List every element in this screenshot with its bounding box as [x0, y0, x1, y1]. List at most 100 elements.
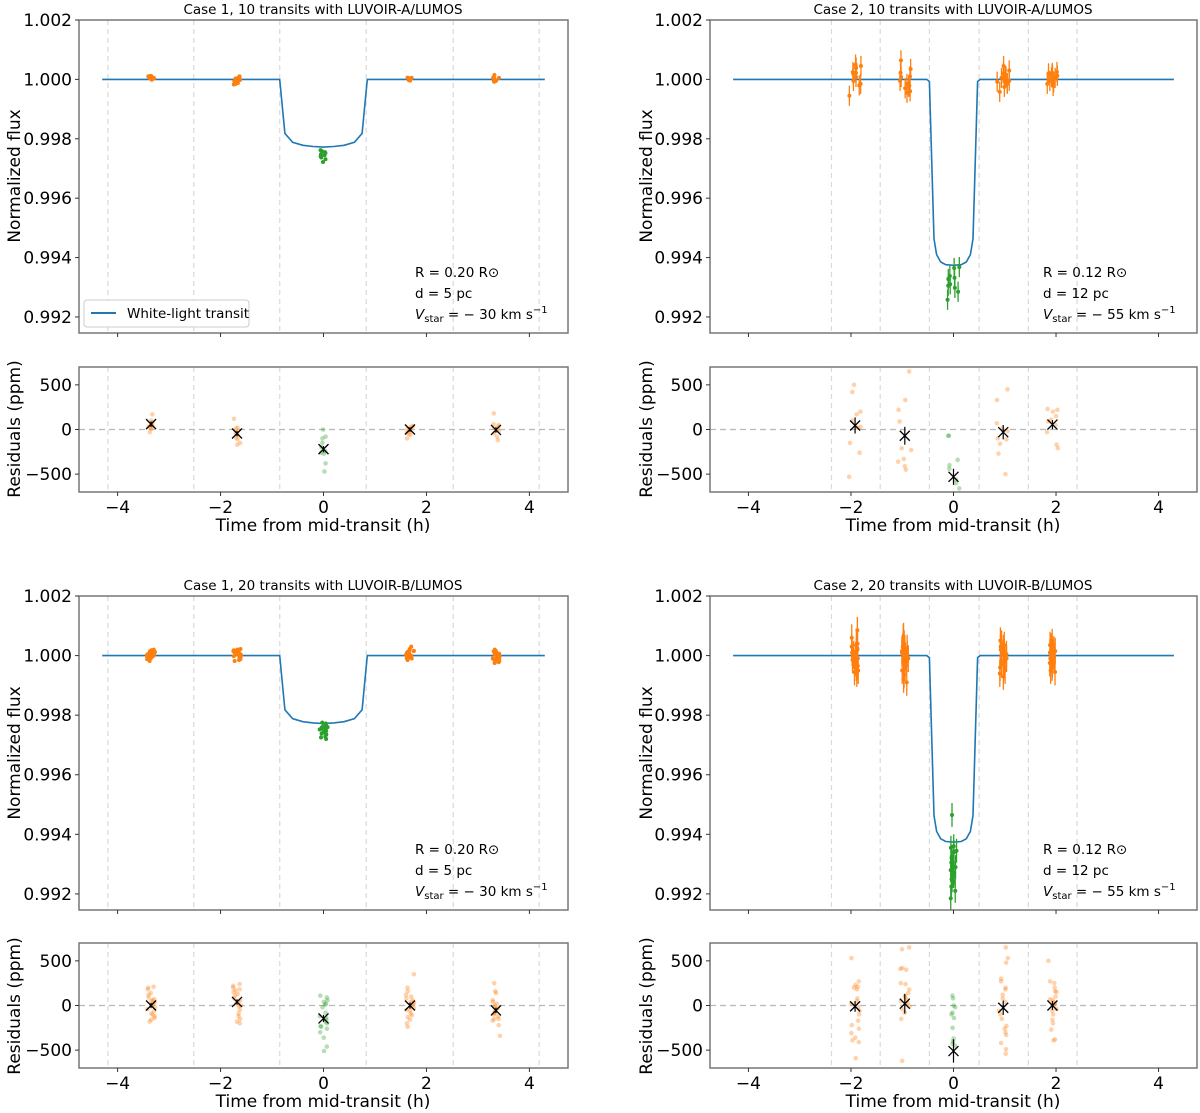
data-point	[952, 265, 957, 270]
residual-point	[906, 987, 912, 992]
residual-point	[148, 1011, 154, 1016]
residual-point	[411, 971, 417, 977]
x-tick-label: −4	[105, 498, 130, 518]
y-tick-label: 500	[671, 376, 703, 396]
residual-point	[492, 1003, 498, 1008]
data-point	[898, 58, 903, 63]
residual-point	[895, 459, 901, 464]
data-point	[490, 656, 495, 661]
x-tick-label: 2	[421, 1074, 432, 1094]
residual-point	[324, 995, 330, 1000]
residual-point	[322, 1002, 328, 1007]
data-point	[324, 722, 329, 727]
x-tick-label: 0	[948, 498, 959, 518]
residual-point	[1050, 409, 1056, 414]
residual-point	[146, 992, 151, 998]
residual-point	[856, 1026, 862, 1032]
residual-point	[849, 955, 854, 961]
residual-point	[905, 990, 911, 996]
residual-point	[323, 1010, 328, 1015]
data-point	[491, 78, 496, 83]
data-point	[950, 812, 955, 817]
data-point	[237, 74, 242, 79]
residual-point	[320, 440, 325, 446]
residual-point	[896, 407, 901, 413]
residual-point	[1052, 980, 1057, 986]
legend-box	[83, 299, 250, 328]
annotation-velocity: Vstar = − 30 km s−1	[415, 882, 548, 902]
binned-x-marker	[948, 471, 959, 483]
residual-point	[853, 1035, 858, 1040]
data-point	[146, 655, 151, 660]
residual-point	[998, 979, 1004, 984]
residual-point	[950, 1010, 955, 1015]
annotation-case2-a: R = 0.12 R⊙ d = 12 pc Vstar = − 55 km s−…	[1043, 265, 1176, 325]
residual-point	[902, 463, 908, 469]
residual-point	[149, 998, 154, 1004]
data-point	[951, 874, 956, 879]
plot-area	[710, 367, 1197, 492]
residual-point	[899, 1016, 904, 1022]
residual-point	[903, 397, 908, 403]
ylabel-flux-case1-b: Normalized flux	[5, 686, 25, 819]
residual-point	[496, 1022, 501, 1028]
data-point	[1050, 70, 1055, 75]
residual-point	[150, 1012, 155, 1017]
data-point	[952, 285, 957, 290]
data-point	[856, 668, 861, 673]
residual-point	[855, 996, 860, 1001]
residual-point	[851, 985, 857, 990]
residual-point	[152, 1015, 157, 1021]
ylabel-flux-case1-a: Normalized flux	[5, 109, 25, 242]
residual-point	[491, 411, 497, 416]
plot-area	[733, 20, 1174, 333]
residual-point	[491, 980, 497, 986]
residual-point	[236, 1013, 241, 1019]
residual-point	[234, 442, 240, 447]
residual-point	[950, 996, 956, 1001]
data-point	[953, 888, 958, 893]
residual-point	[148, 1017, 154, 1023]
residual-point	[494, 1001, 499, 1007]
residual-point	[491, 430, 497, 436]
data-point	[319, 735, 324, 740]
binned-x-marker	[899, 998, 911, 1010]
residual-point	[323, 434, 328, 439]
residual-point	[148, 990, 154, 996]
binned-x-marker	[1046, 419, 1058, 431]
residual-point	[403, 992, 409, 998]
panel-title-case2-b: Case 2, 20 transits with LUVOIR-B/LUMOS	[814, 578, 1093, 594]
data-point	[231, 654, 236, 659]
residual-point	[950, 993, 955, 998]
panels: 0.992 0.994 0.996 0.998 1.000 1.002 −4 −2 0 2 4 −50…	[23, 11, 1198, 1094]
residual-point	[409, 1013, 415, 1018]
residual-point	[321, 451, 327, 456]
residual-point	[847, 440, 853, 446]
residual-point	[856, 1012, 862, 1017]
panel-3-residuals: −4 −2 0 2 4 −500 0 500	[656, 366, 1198, 518]
residual-point	[148, 425, 154, 431]
residual-point	[1003, 1029, 1008, 1035]
ylabel-resid-case1-a: Residuals (ppm)	[5, 360, 25, 497]
residual-point	[1005, 428, 1010, 434]
y-tick-label: 1.002	[654, 11, 703, 31]
residual-point	[853, 1055, 858, 1061]
data-point	[494, 654, 499, 659]
y-tick-label: 0.996	[23, 766, 72, 786]
residual-point	[1050, 1012, 1056, 1017]
data-point	[899, 75, 904, 80]
binned-x-marker	[318, 1012, 329, 1024]
plot-area	[102, 596, 545, 910]
data-point	[946, 276, 951, 281]
residual-point	[317, 993, 323, 998]
data-point	[858, 64, 863, 69]
data-point	[997, 89, 1002, 94]
residual-point	[492, 988, 498, 994]
data-point	[320, 720, 325, 725]
xlabel-case1-b: Time from mid-transit (h)	[215, 1092, 431, 1112]
panel-7-residuals: −4 −2 0 2 4 −500 0 500	[656, 942, 1198, 1094]
residual-point	[998, 976, 1004, 982]
binned-x-marker	[404, 424, 416, 435]
data-point	[948, 845, 953, 850]
residual-point	[1053, 994, 1058, 999]
